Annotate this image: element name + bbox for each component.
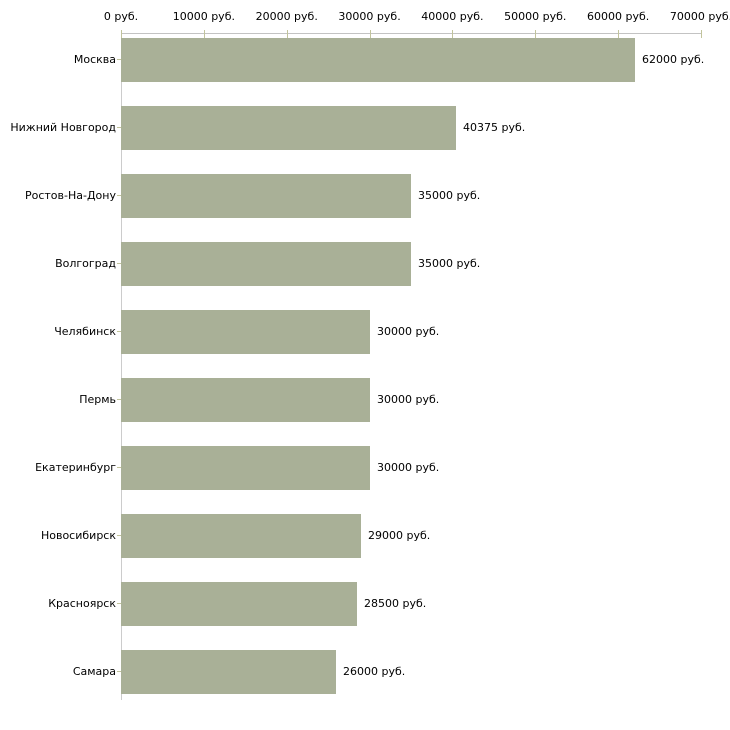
category-tick [117,603,121,604]
x-axis-tick [286,30,288,38]
category-label: Самара [72,665,116,678]
x-axis-tick [535,30,537,38]
x-axis-tick-label: 70000 руб. [669,10,730,23]
x-axis-tick [701,30,702,38]
category-label: Москва [73,53,116,66]
x-axis-tick [618,30,620,38]
value-label: 30000 руб. [377,325,440,338]
value-label: 26000 руб. [343,665,406,678]
x-axis-tick [369,30,371,38]
category-tick [117,399,121,400]
bar [121,174,411,218]
x-axis-tick [452,30,454,38]
category-tick [117,535,121,536]
category-label: Екатеринбург [35,461,116,474]
x-axis-tick-label: 60000 руб. [587,10,650,23]
category-tick [117,671,121,672]
bar [121,514,361,558]
x-axis-tick-label: 10000 руб. [172,10,235,23]
bar-row: Новосибирск 29000 руб. [0,514,730,558]
category-label: Ростов-На-Дону [24,189,116,202]
category-tick [117,59,121,60]
bar [121,650,336,694]
category-tick [117,331,121,332]
value-label: 35000 руб. [418,189,481,202]
bar-row: Москва 62000 руб. [0,38,730,82]
category-label: Челябинск [54,325,116,338]
bar-row: Нижний Новгород 40375 руб. [0,106,730,150]
bar-row: Волгоград 35000 руб. [0,242,730,286]
bar [121,38,635,82]
x-axis-tick-label: 0 руб. [103,10,139,23]
category-label: Волгоград [55,257,116,270]
value-label: 29000 руб. [368,529,431,542]
category-tick [117,263,121,264]
bar [121,378,370,422]
x-axis-tick [203,30,205,38]
y-axis-line [121,33,122,700]
bar-row: Ростов-На-Дону 35000 руб. [0,174,730,218]
x-axis-tick [121,30,122,38]
category-tick [117,195,121,196]
category-tick [117,467,121,468]
category-label: Красноярск [48,597,116,610]
value-label: 62000 руб. [642,53,705,66]
value-label: 28500 руб. [364,597,427,610]
x-axis-tick-label: 40000 руб. [421,10,484,23]
value-label: 30000 руб. [377,393,440,406]
x-axis-tick-label: 20000 руб. [255,10,318,23]
bar [121,310,370,354]
category-tick [117,127,121,128]
category-label: Пермь [79,393,116,406]
bar-row: Самара 26000 руб. [0,650,730,694]
x-axis-tick-label: 30000 руб. [338,10,401,23]
value-label: 30000 руб. [377,461,440,474]
bar [121,106,456,150]
x-axis-tick-label: 50000 руб. [504,10,567,23]
bar-row: Челябинск 30000 руб. [0,310,730,354]
bar-row: Екатеринбург 30000 руб. [0,446,730,490]
category-label: Нижний Новгород [10,121,116,134]
value-label: 35000 руб. [418,257,481,270]
category-label: Новосибирск [40,529,116,542]
bar [121,446,370,490]
value-label: 40375 руб. [463,121,526,134]
x-axis-line [121,33,701,34]
bar-row: Пермь 30000 руб. [0,378,730,422]
bar [121,582,357,626]
bar-row: Красноярск 28500 руб. [0,582,730,626]
bar [121,242,411,286]
